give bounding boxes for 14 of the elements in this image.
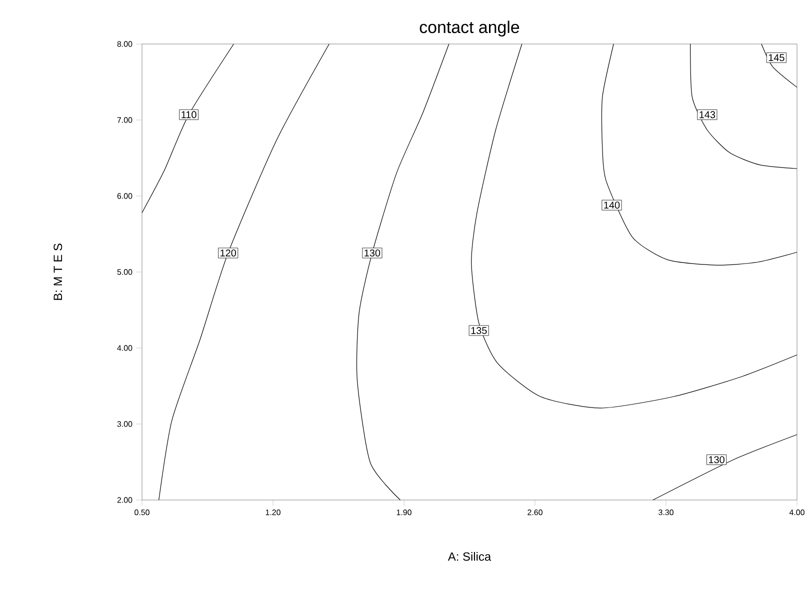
line-series <box>142 44 234 214</box>
line-series <box>471 44 798 408</box>
annotation: 140 <box>604 202 620 209</box>
annotation: 130 <box>708 456 724 464</box>
line-series <box>601 44 798 266</box>
chart-title: contact angle <box>420 20 520 36</box>
line-series <box>158 44 330 500</box>
annotation: 145 <box>768 54 784 62</box>
annotation: 143 <box>700 111 716 118</box>
line-series <box>690 44 798 169</box>
line-series <box>356 44 450 500</box>
x-axis-title: A: Silica <box>448 552 492 561</box>
annotation: 135 <box>471 326 487 334</box>
y-axis-title: B: M T E S <box>54 244 62 300</box>
